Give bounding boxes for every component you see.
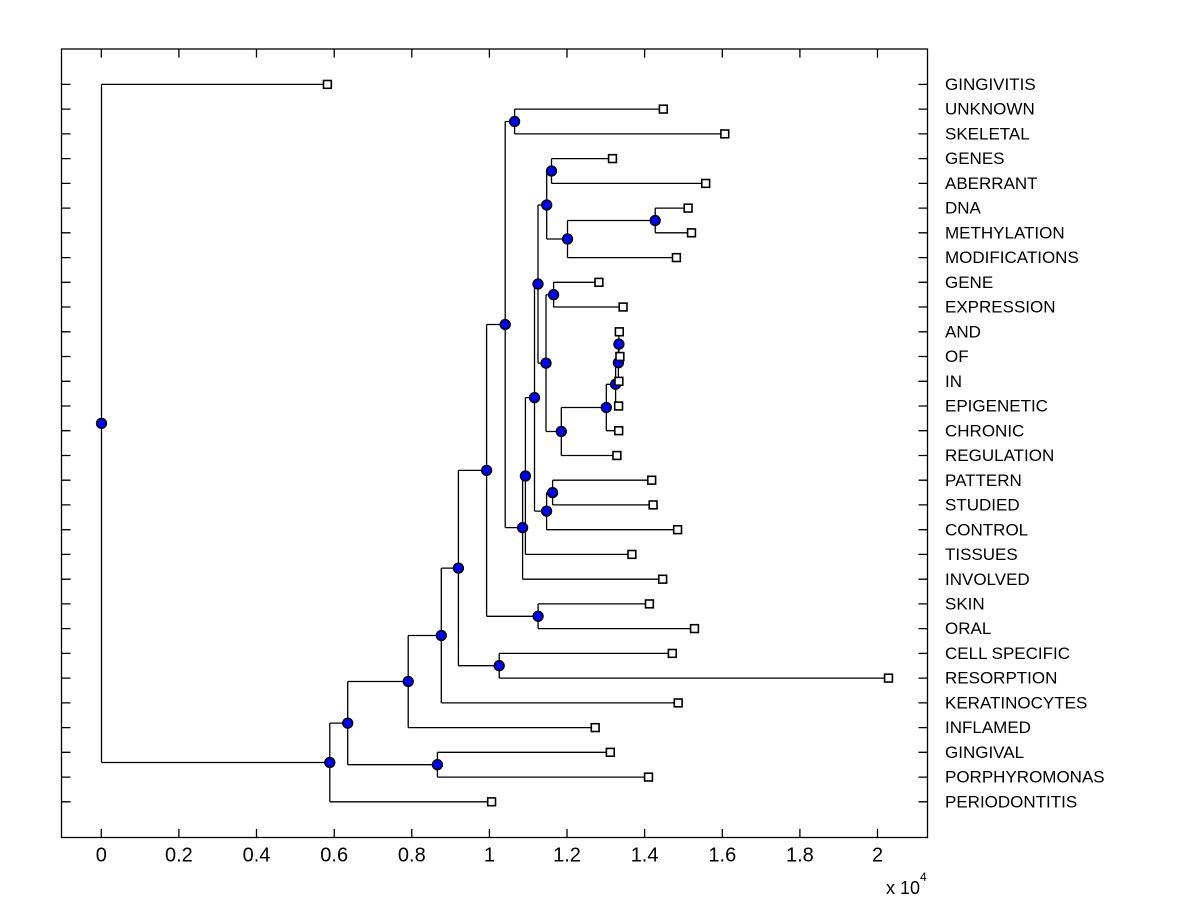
svg-text:1.6: 1.6 (708, 845, 736, 867)
svg-text:GINGIVITIS: GINGIVITIS (945, 75, 1036, 94)
svg-text:INFLAMED: INFLAMED (945, 718, 1031, 737)
svg-text:SKIN: SKIN (945, 595, 985, 614)
svg-text:AND: AND (945, 322, 981, 341)
svg-text:OF: OF (945, 347, 969, 366)
svg-text:SKELETAL: SKELETAL (945, 125, 1030, 144)
svg-text:PATTERN: PATTERN (945, 471, 1022, 490)
svg-text:IN: IN (945, 372, 962, 391)
svg-text:GINGIVAL: GINGIVAL (945, 743, 1024, 762)
svg-text:TISSUES: TISSUES (945, 545, 1018, 564)
svg-text:0: 0 (96, 845, 107, 867)
svg-text:4: 4 (920, 870, 927, 884)
svg-text:ABERRANT: ABERRANT (945, 174, 1038, 193)
svg-text:METHYLATION: METHYLATION (945, 223, 1065, 242)
svg-text:1.2: 1.2 (553, 845, 581, 867)
svg-text:EPIGENETIC: EPIGENETIC (945, 397, 1048, 416)
svg-text:CHRONIC: CHRONIC (945, 421, 1024, 440)
svg-text:ORAL: ORAL (945, 619, 991, 638)
svg-text:0.4: 0.4 (243, 845, 271, 867)
svg-text:RESORPTION: RESORPTION (945, 669, 1057, 688)
svg-text:0.2: 0.2 (165, 845, 193, 867)
svg-text:1: 1 (484, 845, 495, 867)
svg-text:REGULATION: REGULATION (945, 446, 1054, 465)
svg-text:x 10: x 10 (886, 878, 920, 898)
svg-text:0.6: 0.6 (320, 845, 348, 867)
svg-text:PORPHYROMONAS: PORPHYROMONAS (945, 768, 1105, 787)
svg-text:PERIODONTITIS: PERIODONTITIS (945, 792, 1077, 811)
svg-text:CELL SPECIFIC: CELL SPECIFIC (945, 644, 1070, 663)
svg-text:UNKNOWN: UNKNOWN (945, 100, 1035, 119)
svg-text:EXPRESSION: EXPRESSION (945, 298, 1056, 317)
svg-text:2: 2 (872, 845, 883, 867)
svg-text:INVOLVED: INVOLVED (945, 570, 1030, 589)
svg-text:GENES: GENES (945, 149, 1005, 168)
svg-text:DNA: DNA (945, 199, 982, 218)
svg-text:STUDIED: STUDIED (945, 496, 1020, 515)
svg-text:GENE: GENE (945, 273, 993, 292)
svg-text:KERATINOCYTES: KERATINOCYTES (945, 694, 1087, 713)
svg-text:1.8: 1.8 (786, 845, 814, 867)
svg-text:MODIFICATIONS: MODIFICATIONS (945, 248, 1079, 267)
svg-text:CONTROL: CONTROL (945, 520, 1028, 539)
svg-text:0.8: 0.8 (398, 845, 426, 867)
svg-text:1.4: 1.4 (631, 845, 659, 867)
